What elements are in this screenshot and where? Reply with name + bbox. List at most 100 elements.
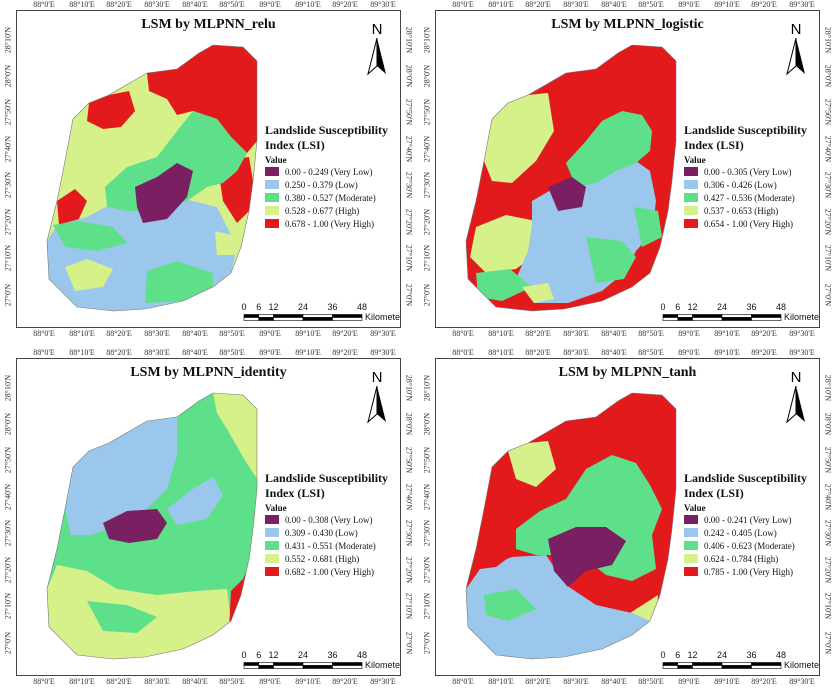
legend-swatch bbox=[684, 554, 698, 563]
legend-swatch bbox=[684, 541, 698, 550]
longitude-tick-label: 88°30'E bbox=[144, 329, 170, 338]
longitude-tick-label: 88°20'E bbox=[525, 677, 551, 686]
legend-item: 0.427 - 0.536 (Moderate) bbox=[684, 191, 818, 204]
latitude-tick-label: 28°10'N bbox=[3, 26, 13, 54]
legend-item-label: 0.00 - 0.308 (Very Low) bbox=[285, 514, 373, 525]
legend-item: 0.624 - 0.784 (High) bbox=[684, 552, 818, 565]
longitude-tick-label: 89°30'E bbox=[370, 0, 396, 9]
north-arrow-icon: N bbox=[362, 21, 392, 83]
longitude-tick-label: 88°0'E bbox=[452, 0, 474, 9]
longitude-tick-label: 88°30'E bbox=[563, 348, 589, 357]
legend-item-label: 0.785 - 1.00 (Very High) bbox=[704, 566, 793, 577]
class-region-moderate bbox=[145, 261, 213, 303]
class-region-high bbox=[215, 231, 239, 255]
longitude-tick-label: 88°10'E bbox=[488, 0, 514, 9]
legend-item: 0.00 - 0.305 (Very Low) bbox=[684, 165, 818, 178]
latitude-tick-label: 27°40'N bbox=[404, 483, 414, 511]
longitude-tick-label: 89°10'E bbox=[295, 348, 321, 357]
latitude-tick-label: 27°50'N bbox=[823, 446, 833, 474]
longitude-tick-label: 88°0'E bbox=[33, 348, 55, 357]
study-area-outline bbox=[465, 392, 677, 660]
longitude-tick-label: 88°40'E bbox=[601, 348, 627, 357]
legend-item: 0.309 - 0.430 (Low) bbox=[265, 526, 399, 539]
longitude-tick-label: 88°40'E bbox=[601, 0, 627, 9]
longitude-tick-label: 88°10'E bbox=[69, 0, 95, 9]
susceptibility-map bbox=[46, 392, 258, 660]
latitude-tick-label: 27°20'N bbox=[422, 208, 432, 236]
north-label: N bbox=[371, 21, 383, 38]
latitude-tick-label: 27°50'N bbox=[404, 446, 414, 474]
legend-item-label: 0.552 - 0.681 (High) bbox=[285, 553, 360, 564]
longitude-tick-label: 88°10'E bbox=[69, 348, 95, 357]
north-label: N bbox=[371, 369, 383, 386]
longitude-tick-label: 88°0'E bbox=[33, 329, 55, 338]
longitude-tick-label: 89°20'E bbox=[751, 677, 777, 686]
latitude-tick-label: 27°30'N bbox=[823, 519, 833, 547]
legend-item: 0.552 - 0.681 (High) bbox=[265, 552, 399, 565]
legend-swatch bbox=[684, 515, 698, 524]
legend-item: 0.00 - 0.241 (Very Low) bbox=[684, 513, 818, 526]
latitude-tick-label: 27°20'N bbox=[404, 556, 414, 584]
legend-swatch bbox=[684, 180, 698, 189]
map-panel: 88°0'E 88°0'E 88°10'E 88°10'E 88°20'E 88°20'E… bbox=[0, 0, 419, 347]
legend-swatch bbox=[684, 167, 698, 176]
latitude-tick-label: 27°40'N bbox=[422, 135, 432, 163]
legend-item-label: 0.242 - 0.405 (Low) bbox=[704, 527, 777, 538]
class-region-moderate bbox=[87, 601, 157, 633]
scale-bar: 06 12 24 36 48Kilometers bbox=[241, 650, 401, 675]
legend-item: 0.785 - 1.00 (Very High) bbox=[684, 565, 818, 578]
legend-heading: Landslide Susceptibility Index (LSI) bbox=[684, 123, 808, 152]
longitude-tick-label: 88°40'E bbox=[182, 348, 208, 357]
longitude-tick-label: 89°30'E bbox=[370, 329, 396, 338]
longitude-tick-label: 89°10'E bbox=[295, 0, 321, 9]
longitude-tick-label: 88°0'E bbox=[33, 0, 55, 9]
latitude-tick-label: 27°10'N bbox=[404, 244, 414, 272]
map-frame: LSM by MLPNN_relu N Landslide Susceptibili… bbox=[16, 10, 401, 328]
scale-bar-number: 48 bbox=[775, 650, 787, 660]
latitude-tick-label: 28°0'N bbox=[3, 412, 13, 436]
scale-bar-number: 24 bbox=[297, 650, 309, 660]
class-region-high bbox=[522, 283, 554, 303]
latitude-tick-label: 27°30'N bbox=[3, 519, 13, 547]
longitude-tick-label: 89°20'E bbox=[332, 348, 358, 357]
legend-item: 0.682 - 1.00 (Very High) bbox=[265, 565, 399, 578]
scale-bar-number: 6 bbox=[675, 302, 681, 312]
legend-item: 0.242 - 0.405 (Low) bbox=[684, 526, 818, 539]
longitude-tick-label: 89°20'E bbox=[332, 0, 358, 9]
latitude-tick-label: 27°10'N bbox=[3, 592, 13, 620]
scale-bar-unit: Kilometers bbox=[365, 660, 401, 670]
map-panel: 88°0'E 88°0'E 88°10'E 88°10'E 88°20'E 88°20'E… bbox=[419, 348, 838, 695]
latitude-tick-label: 27°20'N bbox=[422, 556, 432, 584]
legend-heading: Landslide Susceptibility Index (LSI) bbox=[684, 471, 808, 500]
longitude-tick-label: 88°40'E bbox=[182, 0, 208, 9]
class-region-high bbox=[213, 393, 257, 479]
latitude-tick-label: 28°0'N bbox=[404, 64, 414, 88]
class-region-low bbox=[466, 555, 650, 659]
longitude-tick-label: 89°20'E bbox=[751, 329, 777, 338]
map-frame: LSM by MLPNN_tanh N Landslide Susceptibili… bbox=[435, 358, 820, 676]
latitude-tick-label: 27°0'N bbox=[422, 631, 432, 655]
longitude-tick-label: 88°0'E bbox=[33, 677, 55, 686]
class-region-very-low bbox=[103, 509, 167, 543]
scale-bar-number: 48 bbox=[356, 302, 368, 312]
longitude-tick-label: 89°0'E bbox=[678, 677, 700, 686]
scale-bar-number: 48 bbox=[356, 650, 368, 660]
latitude-tick-label: 27°40'N bbox=[823, 483, 833, 511]
longitude-tick-label: 89°20'E bbox=[751, 0, 777, 9]
legend-item-label: 0.427 - 0.536 (Moderate) bbox=[704, 192, 795, 203]
map-panel: 88°0'E 88°0'E 88°10'E 88°10'E 88°20'E 88°20'E… bbox=[0, 348, 419, 695]
latitude-tick-label: 28°10'N bbox=[823, 26, 833, 54]
latitude-tick-label: 27°10'N bbox=[422, 244, 432, 272]
latitude-tick-label: 27°0'N bbox=[3, 631, 13, 655]
legend-swatch bbox=[265, 193, 279, 202]
longitude-tick-label: 89°0'E bbox=[259, 348, 281, 357]
scale-bar-segments bbox=[243, 314, 363, 321]
legend-item: 0.00 - 0.308 (Very Low) bbox=[265, 513, 399, 526]
scale-bar-number: 12 bbox=[268, 650, 279, 660]
legend-item: 0.380 - 0.527 (Moderate) bbox=[265, 191, 399, 204]
legend-value-label: Value bbox=[265, 155, 287, 165]
latitude-tick-label: 28°0'N bbox=[404, 412, 414, 436]
longitude-tick-label: 89°20'E bbox=[332, 677, 358, 686]
legend-item-label: 0.654 - 1.00 (Very High) bbox=[704, 218, 793, 229]
scale-bar-number: 48 bbox=[775, 302, 787, 312]
